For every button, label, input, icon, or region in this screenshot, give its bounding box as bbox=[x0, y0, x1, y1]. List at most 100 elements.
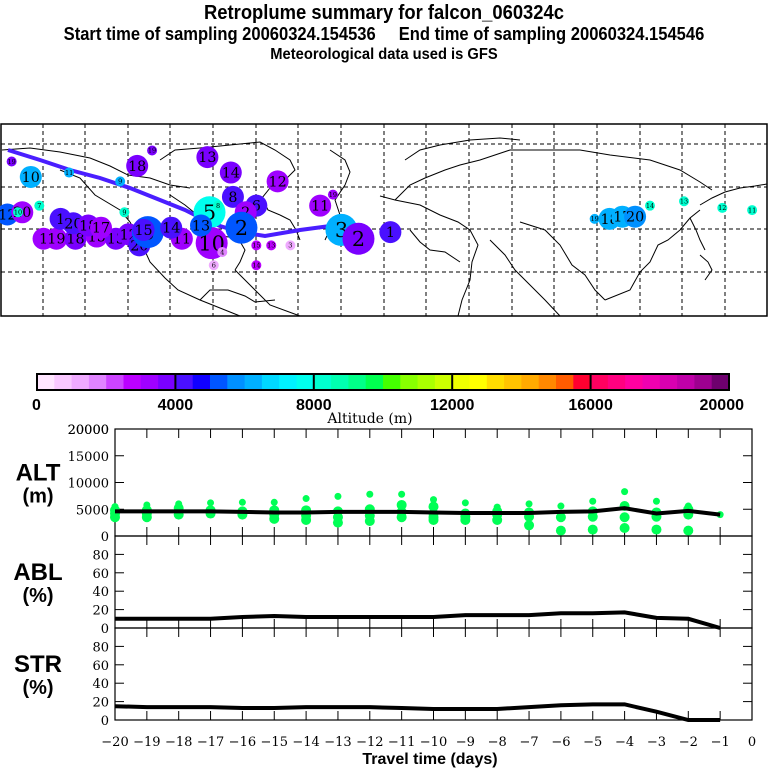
coastline bbox=[699, 254, 713, 281]
cluster-label: 19 bbox=[591, 215, 599, 223]
colorbar-swatch bbox=[88, 374, 107, 390]
colorbar-swatch bbox=[417, 374, 436, 390]
colorbar-swatch bbox=[659, 374, 678, 390]
cluster-label: 11 bbox=[311, 199, 329, 215]
panel-frame-abl bbox=[114, 535, 753, 629]
colorbar-swatch bbox=[106, 374, 124, 390]
colorbar-frame bbox=[36, 373, 730, 391]
series-line-str bbox=[114, 702, 721, 722]
x-tick-label: −18 bbox=[165, 735, 192, 750]
colorbar-tick-label: 12000 bbox=[430, 397, 475, 414]
cluster-circle bbox=[285, 240, 296, 251]
x-tick-label: −2 bbox=[679, 735, 698, 750]
x-tick-label: −3 bbox=[647, 735, 666, 750]
colorbar-swatch bbox=[694, 374, 713, 390]
cluster-label: 3 bbox=[288, 242, 292, 250]
cluster-marker: 14 bbox=[251, 260, 262, 271]
cluster-altitude-point bbox=[428, 501, 439, 512]
cluster-marker: 11 bbox=[64, 167, 75, 178]
colorbar-swatch bbox=[348, 374, 367, 390]
cluster-label: 15 bbox=[134, 223, 152, 239]
cluster-altitude-point bbox=[587, 524, 598, 535]
chart-title: Retroplume summary for falcon_060324c bbox=[204, 2, 564, 24]
x-tick-label: −13 bbox=[324, 735, 351, 750]
coastline bbox=[1, 147, 191, 189]
cluster-label: 7 bbox=[37, 202, 41, 210]
cluster-label: 11 bbox=[748, 206, 756, 214]
panel-label: ABL bbox=[13, 559, 62, 586]
cluster-circle bbox=[225, 211, 258, 244]
coastline bbox=[699, 183, 768, 206]
cluster-circle bbox=[644, 200, 655, 211]
colorbar-swatch bbox=[625, 374, 643, 390]
cluster-label: 14 bbox=[252, 261, 260, 269]
cluster-altitude-point bbox=[589, 497, 597, 505]
cluster-altitude-point bbox=[524, 520, 535, 531]
cluster-marker: 9 bbox=[119, 207, 130, 218]
colorbar-swatch bbox=[37, 374, 55, 390]
y-tick-label: 10000 bbox=[68, 477, 109, 492]
coastline bbox=[234, 269, 301, 317]
cluster-marker: 19 bbox=[6, 156, 17, 167]
cluster-circle bbox=[379, 221, 402, 244]
colorbar-tick-label: 0 bbox=[32, 397, 41, 414]
x-tick-label: −6 bbox=[551, 735, 570, 750]
coastline bbox=[379, 195, 479, 317]
x-tick-label: −14 bbox=[292, 735, 319, 750]
colorbar-swatch bbox=[486, 374, 505, 390]
cluster-marker: 2 bbox=[225, 211, 258, 244]
y-tick-label: 60 bbox=[92, 659, 109, 674]
cluster-circle bbox=[213, 200, 224, 211]
cluster-label: 19 bbox=[329, 191, 337, 199]
cluster-circle bbox=[342, 222, 375, 255]
cluster-marker: 3 bbox=[285, 240, 296, 251]
cluster-circle bbox=[147, 145, 158, 156]
cluster-marker: 14 bbox=[644, 200, 655, 211]
cluster-marker: 17 bbox=[90, 216, 113, 239]
cluster-altitude-point bbox=[493, 503, 501, 511]
y-tick-label: 20000 bbox=[68, 423, 109, 438]
cluster-label: 14 bbox=[162, 221, 180, 237]
colorbar-swatch bbox=[175, 374, 194, 390]
colorbar-swatch bbox=[504, 374, 522, 390]
colorbar-swatch bbox=[434, 374, 453, 390]
coastline bbox=[199, 289, 276, 303]
colorbar-swatch bbox=[538, 374, 557, 390]
cluster-circle bbox=[6, 156, 17, 167]
y-tick-label: 80 bbox=[92, 548, 109, 563]
cluster-label: 6 bbox=[252, 199, 261, 215]
cluster-circle bbox=[126, 154, 149, 177]
cluster-marker: 9 bbox=[115, 176, 126, 187]
cluster-label: 12 bbox=[269, 174, 287, 190]
x-tick-label: −4 bbox=[615, 735, 634, 750]
cluster-marker: 15 bbox=[132, 218, 155, 241]
y-tick-label: 20000 bbox=[68, 423, 109, 438]
panel-label: ALT bbox=[16, 460, 61, 487]
cluster-altitude-point bbox=[302, 495, 310, 503]
cluster-circle bbox=[624, 205, 647, 228]
cluster-circle bbox=[251, 260, 262, 271]
cluster-label: 20 bbox=[626, 210, 644, 226]
cluster-altitude-point bbox=[683, 525, 694, 536]
sampling-times: Start time of sampling 20060324.154536 E… bbox=[63, 24, 705, 44]
colorbar-swatch bbox=[573, 374, 592, 390]
cluster-marker: 13 bbox=[190, 214, 213, 237]
cluster-label: 14 bbox=[222, 166, 240, 182]
cluster-altitude-point bbox=[525, 500, 533, 508]
colorbar-tick-label: 20000 bbox=[700, 397, 745, 414]
cluster-circle bbox=[13, 207, 24, 218]
cluster-circle bbox=[217, 247, 228, 257]
x-tick-label: −1 bbox=[711, 735, 730, 750]
colorbar-swatch bbox=[140, 374, 159, 390]
cluster-marker: 2 bbox=[342, 222, 375, 255]
cluster-circle bbox=[219, 161, 242, 184]
colorbar-swatch bbox=[607, 374, 626, 390]
colorbar-swatch bbox=[210, 374, 228, 390]
cluster-marker: 19 bbox=[589, 213, 600, 224]
y-tick-label: 15000 bbox=[68, 450, 109, 465]
cluster-altitude-point bbox=[684, 502, 692, 510]
cluster-label: 9 bbox=[118, 178, 122, 186]
cluster-label: 8 bbox=[216, 202, 220, 210]
cluster-marker: 6 bbox=[208, 260, 219, 271]
series-line-abl bbox=[115, 610, 721, 630]
